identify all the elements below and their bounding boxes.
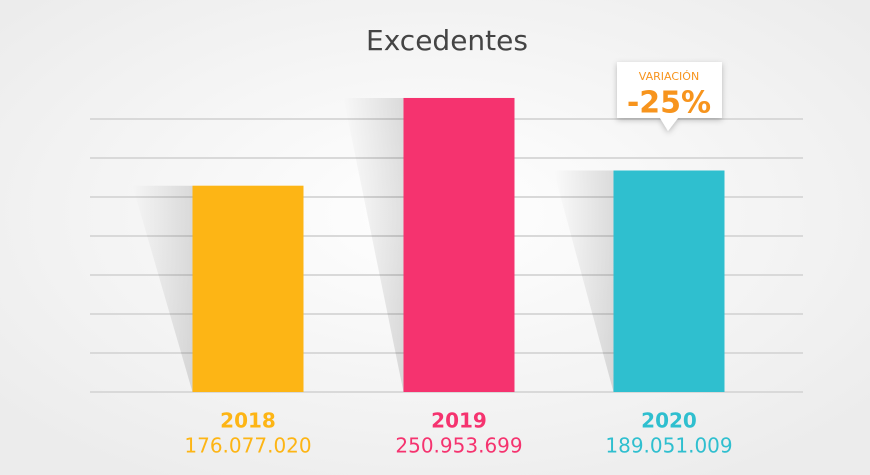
bar [403,97,515,393]
callout-value: -25% [627,86,711,121]
bars [132,97,725,393]
category-label: 2018 [220,409,276,433]
callout-box [617,62,722,131]
chart-title: Excedentes [366,24,528,57]
bar-shadow [132,185,193,392]
bar-shadow [553,170,614,392]
bar [192,185,304,392]
bar [613,170,725,392]
bar-shadow [343,97,404,393]
callout [617,62,722,131]
value-label: 250.953.699 [395,434,522,458]
category-label: 2020 [641,409,697,433]
value-label: 189.051.009 [605,434,732,458]
category-label: 2019 [431,409,487,433]
value-label: 176.077.020 [184,434,311,458]
callout-label: VARIACIÓN [639,70,699,83]
